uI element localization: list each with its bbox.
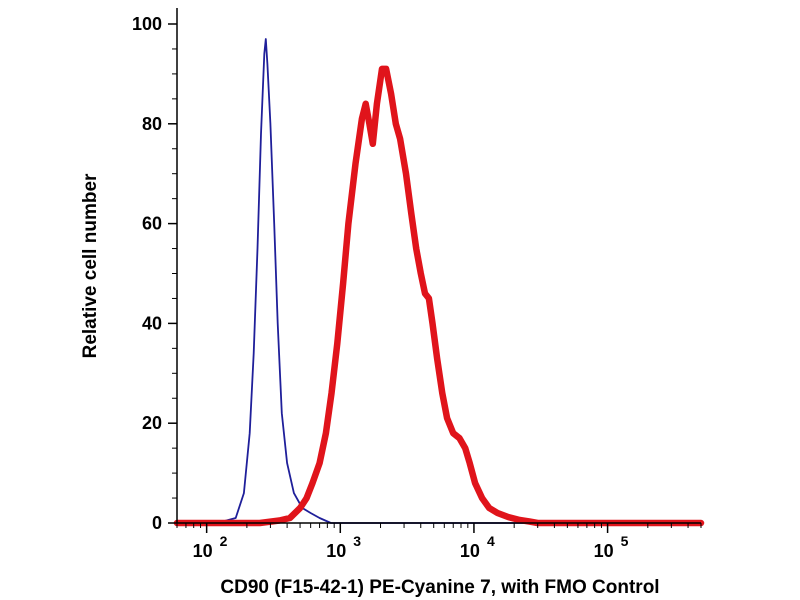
y-axis-title: Relative cell number [80, 173, 101, 358]
y-tick-label: 40 [142, 313, 162, 333]
y-tick-label: 20 [142, 413, 162, 433]
y-tick-label: 60 [142, 214, 162, 234]
x-tick-exponent: 5 [621, 533, 629, 549]
series-line-1 [176, 38, 702, 524]
x-tick-exponent: 3 [353, 533, 361, 549]
plot-lines [173, 38, 705, 527]
x-ticks: 10 2 10 3 10 4 10 5 [176, 523, 702, 561]
x-tick-label: 10 [193, 541, 213, 561]
series-line-2 [173, 65, 705, 527]
x-tick-exponent: 4 [487, 533, 495, 549]
axes [176, 8, 701, 524]
x-axis-title: CD90 (F15-42-1) PE-Cyanine 7, with FMO C… [220, 577, 659, 598]
y-ticks: 0 20 40 60 80 100 [132, 14, 177, 533]
y-tick-label: 100 [132, 14, 162, 34]
y-tick-label: 0 [152, 513, 162, 533]
x-tick-label: 10 [594, 541, 614, 561]
x-tick-label: 10 [460, 541, 480, 561]
y-tick-label: 80 [142, 114, 162, 134]
x-tick-exponent: 2 [220, 533, 228, 549]
x-tick-label: 10 [326, 541, 346, 561]
